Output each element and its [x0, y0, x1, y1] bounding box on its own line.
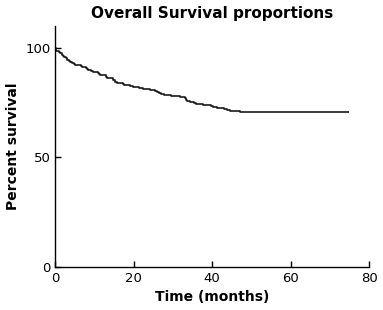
Title: Overall Survival proportions: Overall Survival proportions: [91, 6, 333, 20]
Y-axis label: Percent survival: Percent survival: [6, 83, 20, 210]
X-axis label: Time (months): Time (months): [155, 290, 269, 304]
